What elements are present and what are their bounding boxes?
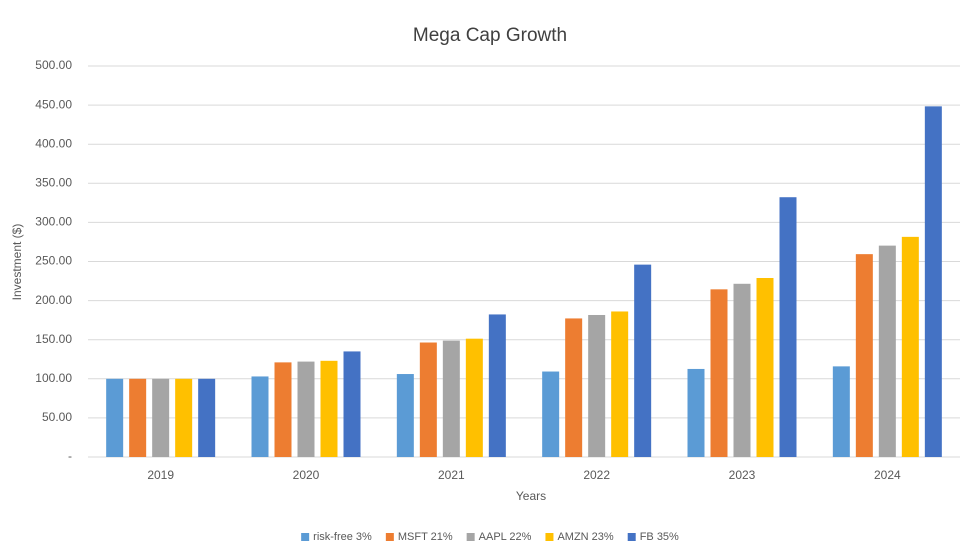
bar — [733, 283, 751, 457]
y-tick-label: 300.00 — [35, 215, 72, 229]
bar — [779, 197, 797, 457]
legend-swatch — [545, 533, 554, 541]
x-axis-label: Years — [516, 489, 546, 503]
bar — [419, 342, 437, 457]
y-tick-label: 450.00 — [35, 97, 72, 111]
x-tick-label: 2021 — [438, 468, 465, 482]
y-axis-label: Investment ($) — [10, 224, 24, 301]
bar — [251, 376, 269, 457]
legend-label: MSFT 21% — [398, 531, 453, 543]
legend-label: AAPL 22% — [479, 531, 532, 543]
bar — [565, 318, 583, 457]
bar — [878, 245, 896, 457]
legend-label: risk-free 3% — [313, 531, 372, 543]
bar — [488, 314, 506, 457]
bar — [320, 360, 338, 457]
x-tick-label: 2022 — [583, 468, 610, 482]
legend-swatch — [301, 533, 310, 541]
x-tick-label: 2020 — [293, 468, 320, 482]
y-tick-label: - — [68, 449, 72, 463]
y-tick-label: 200.00 — [35, 293, 72, 307]
legend-label: AMZN 23% — [557, 531, 613, 543]
bar — [855, 254, 873, 457]
bar — [343, 351, 361, 457]
y-tick-label: 400.00 — [35, 136, 72, 150]
y-tick-label: 500.00 — [35, 58, 72, 72]
bar — [442, 340, 460, 457]
bar — [129, 378, 147, 457]
bar — [588, 314, 606, 457]
bar — [611, 311, 629, 457]
y-tick-label: 250.00 — [35, 254, 72, 268]
bar — [152, 378, 170, 457]
y-tick-label: 350.00 — [35, 175, 72, 189]
bar — [396, 374, 414, 457]
bar — [465, 338, 483, 457]
y-tick-label: 150.00 — [35, 332, 72, 346]
y-tick-label: 100.00 — [35, 371, 72, 385]
bar — [198, 378, 216, 457]
bar — [106, 378, 124, 457]
x-tick-label: 2019 — [147, 468, 174, 482]
x-tick-label: 2024 — [874, 468, 901, 482]
bar — [634, 264, 652, 457]
bar — [274, 362, 292, 457]
bar — [901, 236, 919, 457]
legend-label: FB 35% — [640, 531, 679, 543]
x-tick-label: 2023 — [729, 468, 756, 482]
legend-swatch — [385, 533, 394, 541]
bar — [297, 361, 315, 457]
bar — [542, 371, 560, 457]
legend-swatch — [466, 533, 475, 541]
bar — [832, 366, 850, 457]
legend-swatch — [627, 533, 636, 541]
bar — [175, 378, 193, 457]
chart-title: Mega Cap Growth — [413, 25, 567, 46]
y-tick-label: 50.00 — [42, 410, 72, 424]
bar — [710, 289, 728, 457]
bar — [756, 278, 774, 457]
bar — [924, 106, 942, 457]
bar — [687, 368, 705, 457]
